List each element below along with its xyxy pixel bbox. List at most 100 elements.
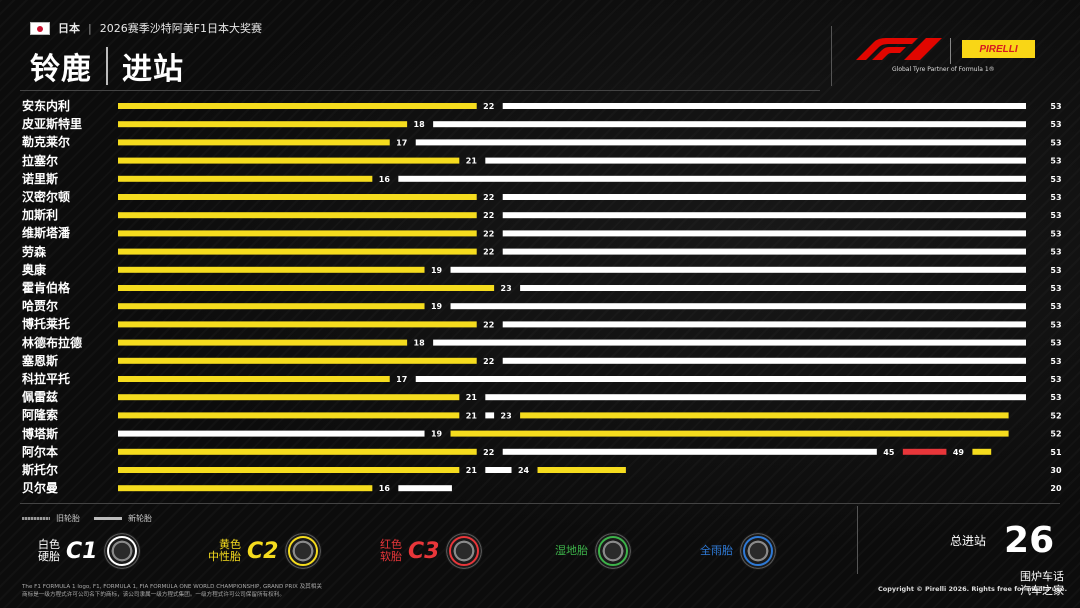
stint-bar [415,376,1026,382]
driver-name: 奥康 [22,262,47,277]
stint-bar [118,412,460,419]
stint-bar [502,321,1026,328]
lap-label: 53 [1050,138,1061,147]
lap-label: 53 [1050,175,1061,184]
stint-bar [118,230,477,237]
lap-label: 18 [414,339,426,348]
event-title: 2026赛季沙特阿美F1日本大奖赛 [99,22,263,35]
lap-label: 51 [1050,448,1062,457]
divider: | [88,21,92,35]
medium-tyre-icon [284,532,323,570]
total-label: 总进站 [950,534,987,548]
stint-bar [118,376,390,382]
lap-label: 18 [414,120,426,129]
partner-line: Global Tyre Partner of Formula 1® [892,66,995,73]
soft-tyre-icon [445,532,484,570]
stint-bar [118,248,477,255]
stint-bar [118,357,477,364]
stint-bar [537,467,626,473]
compound-code: C3 [408,538,440,564]
stint-bar [485,412,495,419]
lap-label: 17 [396,375,407,384]
stint-bar [118,485,373,492]
lap-label: 53 [1050,357,1061,366]
lap-label: 23 [501,284,512,293]
lap-label: 53 [1050,302,1061,311]
compound-key-wet: 全雨胎 [700,532,777,570]
driver-name: 维斯塔潘 [22,226,71,241]
stint-bar [118,139,390,146]
lap-label: 17 [396,138,407,147]
stint-bar [118,467,460,473]
lap-label: 53 [1050,375,1061,384]
total-pit-stops: 总进站 26 [950,520,1054,561]
lap-label: 22 [483,248,494,257]
driver-name: 阿隆索 [22,408,59,423]
driver-name: 哈贾尔 [22,299,59,314]
lap-label: 21 [466,393,478,402]
lap-label: 30 [1050,466,1062,475]
lap-label: 16 [379,484,391,493]
stint-bar [433,339,1026,346]
stint-bar [450,303,1026,310]
compound-label: 红色 软胎 [380,538,402,563]
stint-bar [118,194,477,200]
pirelli-logo: PIRELLI [962,40,1035,58]
stint-bar [118,321,477,328]
lap-label: 22 [483,320,494,329]
circuit-name: 铃鹿 [30,52,92,87]
lap-label: 19 [431,430,443,439]
stint-bar [502,103,1026,109]
stint-bar [118,121,408,128]
stint-bar [902,448,947,455]
brand-logos: PIRELLI Global Tyre Partner of Formula 1… [852,36,1042,76]
intermediate-tyre-icon [594,532,632,570]
lap-label: 22 [483,102,494,111]
stint-bar [502,230,1026,237]
lap-label: 21 [466,466,478,475]
logo-divider [950,38,951,64]
used-tyre-swatch [22,517,50,520]
stint-bar [450,266,1026,273]
stint-bar [502,357,1026,364]
lap-label: 16 [379,175,391,184]
stint-bar [118,212,477,219]
driver-name: 林德布拉德 [22,335,83,350]
legend-new-tyre: 新轮胎 [94,513,152,524]
lap-label: 21 [466,411,478,420]
stint-bar [485,157,1026,164]
driver-name: 皮亚斯特里 [22,117,83,132]
lap-label: 49 [953,448,965,457]
lap-label: 24 [518,466,530,475]
lap-label: 19 [431,302,443,311]
compound-label: 白色 硬胎 [38,538,60,563]
driver-name: 佩雷兹 [22,390,59,405]
title-divider [106,47,108,85]
stint-bar [398,175,1027,182]
driver-name: 拉塞尔 [22,153,59,168]
used-tyre-label: 旧轮胎 [56,514,80,523]
stint-bar [118,103,477,109]
driver-name: 劳森 [22,244,47,259]
lap-label: 45 [883,448,895,457]
driver-name: 勒克莱尔 [22,135,71,150]
stint-bar [118,339,408,346]
hard-tyre-icon [103,532,142,570]
lap-label: 21 [466,157,478,166]
driver-name: 科拉平托 [22,372,71,386]
driver-name: 加斯利 [22,208,59,223]
compound-code: C1 [66,538,98,564]
stint-bar [118,266,425,273]
lap-label: 53 [1050,211,1061,220]
lap-label: 53 [1050,229,1061,238]
driver-name: 博塔斯 [22,426,59,441]
driver-name: 诺里斯 [22,171,59,186]
compound-key-c2: 黄色 中性胎 C2 [208,532,323,570]
japan-flag-icon [30,21,50,35]
lap-label: 22 [483,229,494,238]
watermark: 围炉车话 汽车之家 [1020,570,1064,597]
lap-label: 22 [483,211,494,220]
stint-bar [398,485,452,492]
compound-key-inter: 湿地胎 [555,532,632,570]
